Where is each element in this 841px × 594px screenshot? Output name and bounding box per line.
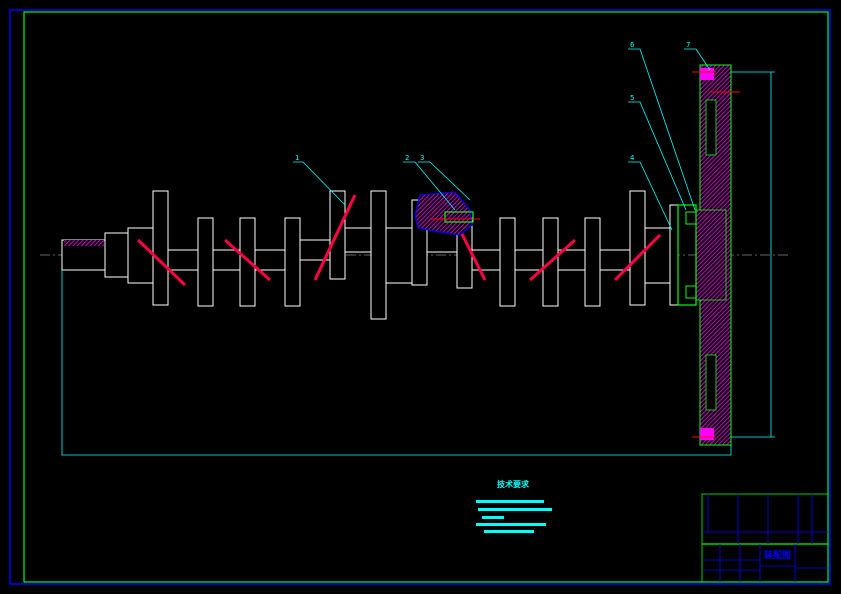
shaft-segment bbox=[167, 249, 199, 271]
oil-passage bbox=[613, 233, 662, 282]
shaft-segment bbox=[629, 190, 646, 306]
shaft-segment bbox=[584, 217, 601, 307]
flywheel bbox=[677, 64, 740, 446]
oil-passage bbox=[136, 238, 187, 287]
key-section bbox=[444, 211, 474, 223]
part-label-4: 4 bbox=[630, 154, 635, 162]
crankshaft bbox=[61, 190, 679, 320]
part-label-3: 3 bbox=[420, 154, 424, 162]
shaft-segment bbox=[499, 217, 516, 307]
oil-passage bbox=[458, 229, 487, 281]
part-label-1: 1 bbox=[295, 154, 299, 162]
shaft-end-hatch bbox=[64, 240, 104, 246]
inner-border bbox=[23, 11, 829, 583]
shaft-segment bbox=[104, 232, 129, 278]
shaft-segment bbox=[599, 249, 631, 271]
counterweight-section bbox=[414, 191, 473, 236]
shaft-segment bbox=[254, 249, 286, 271]
shaft-segment bbox=[344, 227, 372, 253]
part-label-6: 6 bbox=[630, 41, 635, 49]
shaft-segment bbox=[284, 217, 301, 307]
oil-passage bbox=[529, 238, 576, 282]
shaft-segment bbox=[385, 227, 413, 284]
drawing-type-label: 装配图 bbox=[763, 549, 791, 561]
dimensions bbox=[61, 71, 775, 456]
shaft-segment bbox=[152, 190, 169, 306]
part-label-7: 7 bbox=[686, 41, 690, 49]
shaft-segment bbox=[370, 190, 387, 320]
part-label-5: 5 bbox=[630, 94, 634, 102]
shaft-segment bbox=[212, 249, 241, 271]
leader-lines bbox=[293, 48, 711, 231]
title-block bbox=[701, 493, 829, 583]
shaft-segment bbox=[669, 204, 679, 306]
shaft-segment bbox=[514, 249, 544, 271]
shaft-segment bbox=[127, 227, 154, 284]
technical-notes-text bbox=[476, 500, 552, 533]
part-label-2: 2 bbox=[405, 154, 409, 162]
oil-passage bbox=[224, 238, 271, 282]
outer-border bbox=[9, 9, 831, 585]
technical-notes-title: 技术要求 bbox=[497, 479, 530, 489]
shaft-segment bbox=[197, 217, 214, 307]
oil-passage bbox=[313, 194, 357, 281]
